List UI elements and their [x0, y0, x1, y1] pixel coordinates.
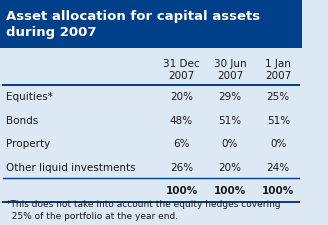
Text: Other liquid investments: Other liquid investments: [6, 162, 136, 172]
Text: 20%: 20%: [218, 162, 241, 172]
Text: 0%: 0%: [270, 139, 286, 148]
Text: Asset allocation for capital assets
during 2007: Asset allocation for capital assets duri…: [6, 10, 260, 39]
Text: 100%: 100%: [165, 185, 197, 195]
Text: Property: Property: [6, 139, 50, 148]
Text: Bonds: Bonds: [6, 115, 38, 125]
Text: 100%: 100%: [262, 185, 295, 195]
Text: 30 Jun
2007: 30 Jun 2007: [214, 59, 246, 81]
Text: 1 Jan
2007: 1 Jan 2007: [265, 59, 291, 81]
FancyBboxPatch shape: [0, 0, 302, 49]
Text: 100%: 100%: [214, 185, 246, 195]
Text: *This does not take into account the equity hedges covering
  25% of the portfol: *This does not take into account the equ…: [6, 199, 281, 220]
Text: 29%: 29%: [218, 92, 241, 102]
Text: 48%: 48%: [170, 115, 193, 125]
Text: 25%: 25%: [267, 92, 290, 102]
Text: 26%: 26%: [170, 162, 193, 172]
Text: 24%: 24%: [267, 162, 290, 172]
Text: 51%: 51%: [218, 115, 241, 125]
Text: Equities*: Equities*: [6, 92, 53, 102]
Text: 6%: 6%: [173, 139, 190, 148]
Text: 51%: 51%: [267, 115, 290, 125]
Text: 20%: 20%: [170, 92, 193, 102]
Text: 0%: 0%: [222, 139, 238, 148]
Text: 31 Dec
2007: 31 Dec 2007: [163, 59, 200, 81]
